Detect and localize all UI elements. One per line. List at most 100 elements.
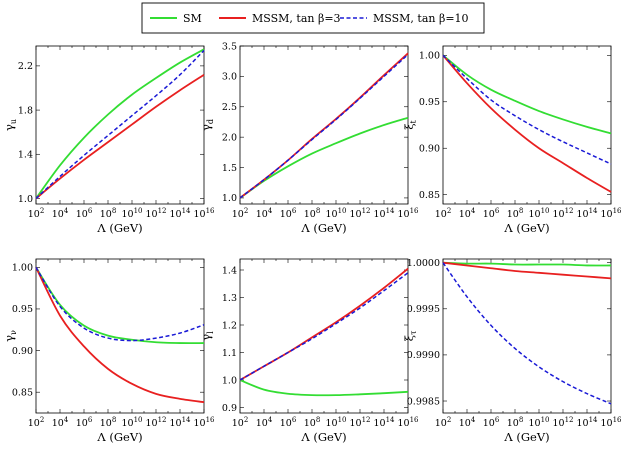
series-line-mssm-tan-10 (442, 54, 612, 165)
x-tick-label: 108 (507, 207, 524, 220)
plot-frame (442, 45, 612, 205)
x-tick-label: 108 (304, 207, 321, 220)
x-tick-label: 1010 (528, 416, 549, 429)
x-tick-label: 102 (435, 207, 452, 220)
x-tick-label: 104 (256, 416, 273, 429)
x-tick-label: 104 (459, 207, 476, 220)
y-tick-label: 0.85 (12, 387, 33, 398)
y-tick-label: 1.5 (222, 163, 237, 174)
plot-frame (442, 258, 612, 414)
legend-label-sm: SM (183, 12, 202, 25)
x-tick-label: 1010 (121, 416, 142, 429)
panel-4: 102 104 106 108 1010 1012 1014 1016 0.85 0.90 0.95… (2, 258, 215, 444)
x-tick-label: 1014 (373, 416, 395, 429)
x-tick-label: 106 (483, 207, 500, 220)
y-tick-label: 0.9985 (407, 396, 440, 407)
x-axis-label: Λ (GeV) (96, 430, 142, 444)
y-tick-label: 1.0 (222, 375, 237, 386)
y-tick-label: 1.00 (12, 263, 33, 274)
panel-6: 102 104 106 108 1010 1012 1014 1016 0.9985 0.9990… (402, 258, 622, 444)
series-line-mssm-tan-3 (239, 267, 409, 381)
x-tick-label: 1010 (325, 416, 346, 429)
y-tick-label: 1.4 (18, 150, 33, 161)
panel-2: 102 104 106 108 1010 1012 1014 1016 1.0 1.5 2.0 2.5… (199, 41, 419, 235)
x-tick-label: 1016 (600, 207, 622, 220)
x-tick-label: 104 (52, 207, 69, 220)
series-line-sm (35, 48, 205, 200)
y-tick-label: 0.9995 (407, 304, 440, 315)
series-line-mssm-tan-10 (35, 49, 205, 200)
y-tick-label: 3.5 (222, 41, 237, 52)
x-tick-label: 104 (256, 207, 273, 220)
x-tick-label: 1012 (145, 207, 166, 220)
y-tick-label: 2.2 (18, 61, 33, 72)
y-tick-label: 1.1 (222, 348, 237, 359)
y-axis-label: ξτ (402, 330, 418, 341)
y-tick-label: 0.9990 (407, 350, 440, 361)
x-tick-label: 108 (507, 416, 524, 429)
x-tick-label: 1014 (169, 416, 191, 429)
panel-3: 102 104 106 108 1010 1012 1014 1016 0.85 0.90 0.95… (402, 45, 622, 235)
x-tick-label: 1012 (552, 416, 573, 429)
x-tick-label: 102 (232, 207, 249, 220)
x-tick-label: 106 (76, 207, 93, 220)
legend-label-mssm-tb10: MSSM, tan β=10 (373, 12, 469, 25)
y-tick-label: 2.0 (222, 132, 237, 143)
y-axis-label: γν (2, 330, 18, 342)
x-tick-label: 102 (232, 416, 249, 429)
y-tick-label: 0.95 (419, 97, 440, 108)
x-tick-label: 104 (459, 416, 476, 429)
legend-box (141, 2, 485, 34)
y-tick-label: 0.90 (12, 346, 33, 357)
x-axis-label: Λ (GeV) (300, 221, 346, 235)
series-line-sm (442, 54, 612, 135)
series-line-mssm-tan-10 (35, 266, 205, 342)
y-tick-label: 1.00 (419, 51, 440, 62)
x-tick-label: 108 (100, 207, 117, 220)
y-axis-label: γu (2, 119, 18, 131)
x-tick-label: 1012 (552, 207, 573, 220)
x-tick-label: 108 (304, 416, 321, 429)
y-tick-label: 0.85 (419, 190, 440, 201)
x-tick-label: 1016 (397, 416, 419, 429)
x-axis-label: Λ (GeV) (503, 430, 549, 444)
panel-1: 102 104 106 108 1010 1012 1014 1016 1.0 1.4 1.8 2.2… (2, 45, 215, 235)
x-tick-label: 1010 (325, 207, 346, 220)
y-tick-label: 0.95 (12, 304, 33, 315)
panels: 102 104 106 108 1010 1012 1014 10161.01.41.82.2… (2, 41, 622, 444)
legend: SM MSSM, tan β=3 MSSM, tan β=10 (141, 2, 485, 34)
y-tick-label: 1.0 (222, 193, 237, 204)
x-tick-label: 102 (28, 207, 45, 220)
x-tick-label: 1016 (193, 207, 215, 220)
series-line-mssm-tan-3 (35, 73, 205, 200)
y-tick-label: 3.0 (222, 72, 237, 83)
series-line-mssm-tan-10 (442, 262, 612, 405)
y-tick-label: 1.3 (222, 293, 237, 304)
x-tick-label: 102 (435, 416, 452, 429)
y-tick-label: 0.9 (222, 403, 237, 414)
x-tick-label: 104 (52, 416, 69, 429)
x-tick-label: 1012 (349, 207, 370, 220)
series-line-sm (239, 379, 409, 397)
x-tick-label: 1012 (349, 416, 370, 429)
x-tick-label: 1016 (600, 416, 622, 429)
series-line-mssm-tan-10 (239, 272, 409, 381)
series-line-mssm-tan-3 (35, 266, 205, 404)
x-tick-label: 106 (76, 416, 93, 429)
x-tick-label: 1012 (145, 416, 166, 429)
y-tick-label: 2.5 (222, 102, 237, 113)
x-tick-label: 106 (280, 416, 297, 429)
x-tick-label: 1014 (169, 207, 191, 220)
series-line-sm (239, 116, 409, 199)
y-tick-label: 1.0 (18, 194, 33, 205)
x-axis-label: Λ (GeV) (300, 430, 346, 444)
y-tick-label: 1.2 (222, 320, 237, 331)
x-tick-label: 106 (280, 207, 297, 220)
y-axis-label: γd (199, 119, 215, 131)
series-line-mssm-tan-3 (442, 54, 612, 193)
y-tick-label: 0.90 (419, 144, 440, 155)
y-tick-label: 1.8 (18, 105, 33, 116)
panel-5: 102 104 106 108 1010 1012 1014 1016 0.9 1.0 1.1 1.2… (199, 258, 419, 444)
x-tick-label: 1010 (528, 207, 549, 220)
